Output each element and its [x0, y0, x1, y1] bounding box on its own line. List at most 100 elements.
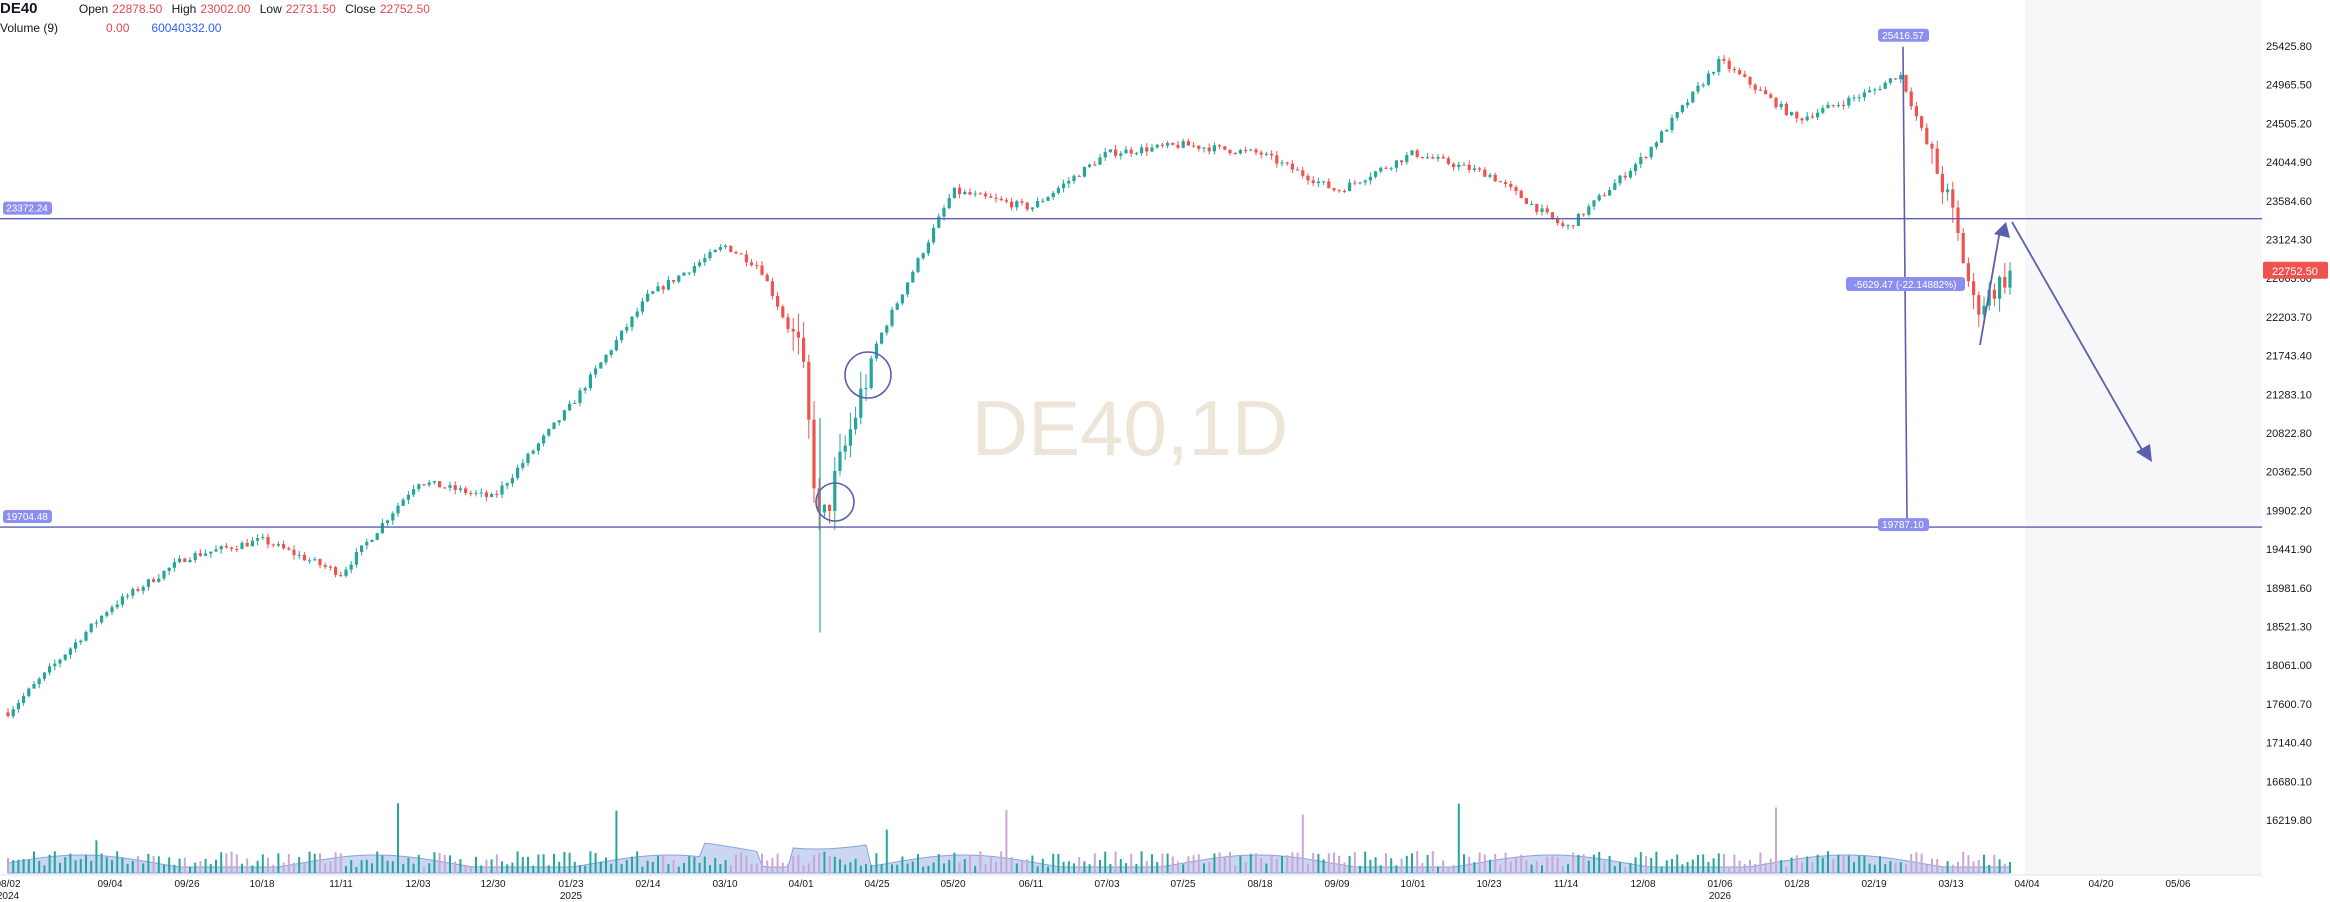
candle-body — [1186, 141, 1190, 146]
candle-body — [594, 368, 598, 375]
price-axis-tick: 23584.60 — [2266, 196, 2312, 208]
candle-body — [1275, 155, 1279, 164]
candle-body — [1472, 168, 1476, 170]
price-range-label: 25416.57 — [1882, 31, 1924, 42]
legend-volume-value: 60040332.00 — [151, 21, 222, 35]
candle-body — [833, 470, 837, 512]
candle-body — [1868, 90, 1872, 93]
volume-bar — [1582, 854, 1585, 873]
volume-bar — [1790, 857, 1793, 873]
candle-body — [1285, 162, 1289, 164]
volume-bar — [1983, 854, 1985, 873]
volume-bar — [1577, 854, 1580, 873]
volume-bar — [1348, 855, 1351, 873]
volume-bar — [1535, 860, 1538, 873]
volume-bar — [1062, 861, 1065, 873]
candle-body — [1774, 97, 1778, 108]
legend-volume-label[interactable]: Volume (9) — [0, 21, 59, 35]
candle-body — [287, 548, 291, 550]
chart-legend: DE40 Open 22878.50 High 23002.00 Low 22731.… — [0, 0, 436, 35]
time-axis-tick: 09/09 — [1324, 879, 1349, 890]
candle-body — [443, 487, 447, 489]
candle-body — [1249, 149, 1253, 151]
candle-body — [1977, 295, 1981, 315]
candle-body — [838, 451, 842, 471]
volume-bar — [1546, 856, 1549, 873]
candle-body — [1332, 188, 1336, 191]
candle-body — [1795, 112, 1799, 119]
volume-bar — [1255, 853, 1257, 873]
candle-body — [1540, 208, 1544, 212]
volume-bar — [1858, 855, 1861, 873]
volume-bar — [948, 859, 951, 873]
candle-body — [474, 492, 478, 494]
volume-bar — [1629, 863, 1632, 873]
volume-bar — [1998, 859, 2001, 873]
volume-bar — [293, 862, 295, 873]
candle-body — [1015, 201, 1019, 208]
time-axis-tick: 01/28 — [1784, 879, 1809, 890]
volume-bar — [272, 864, 275, 873]
volume-bar — [69, 853, 72, 873]
candle-body — [1816, 112, 1820, 118]
volume-bar — [771, 858, 774, 873]
candle-body — [1145, 147, 1149, 152]
candle-body — [1348, 182, 1352, 192]
volume-bar — [1816, 854, 1819, 873]
candle-body — [1337, 190, 1341, 192]
legend-high: 23002.00 — [200, 2, 251, 16]
volume-bar — [1223, 856, 1226, 873]
candle-body — [297, 554, 301, 556]
candle-body — [781, 306, 785, 318]
candle-body — [760, 265, 764, 275]
candle-body — [1010, 201, 1014, 208]
volume-bar — [1478, 852, 1481, 873]
volume-bar — [402, 863, 405, 873]
candle-body — [1488, 174, 1492, 177]
candle-body — [42, 672, 46, 679]
volume-bar — [1509, 861, 1512, 873]
candle-body — [1264, 153, 1268, 155]
volume-bar — [1343, 862, 1346, 873]
candle-body — [1446, 158, 1450, 164]
candle-body — [1171, 142, 1175, 145]
volume-bar — [397, 803, 399, 873]
candle-body — [604, 354, 608, 363]
candle-body — [1067, 181, 1071, 184]
candle-body — [1374, 171, 1378, 177]
volume-bar — [1374, 857, 1377, 873]
volume-bar — [267, 857, 269, 873]
candles — [6, 55, 2012, 719]
volume-bar — [1145, 860, 1148, 873]
candle-body — [2008, 270, 2012, 288]
volume-bar — [1416, 851, 1419, 873]
volume-bar — [1156, 861, 1159, 873]
legend-volume: Volume (9) 0.00 60040332.00 — [0, 19, 221, 37]
volume-bar — [1000, 851, 1003, 873]
volume-bar — [620, 864, 623, 873]
volume-bar — [22, 859, 25, 873]
volume-bar — [1743, 864, 1746, 873]
candle-body — [432, 481, 436, 483]
candle-body — [1108, 149, 1112, 153]
volume-bar — [95, 840, 98, 873]
candle-body — [1166, 142, 1170, 146]
volume-bar — [662, 854, 665, 873]
volume-bar — [1437, 866, 1439, 873]
candle-body — [770, 281, 774, 296]
candle-body — [146, 579, 150, 587]
legend-symbol[interactable]: DE40 — [0, 0, 38, 17]
volume-bar — [376, 851, 379, 873]
volume-bar — [1405, 855, 1408, 873]
volume-bar — [391, 861, 394, 873]
candle-body — [911, 271, 915, 283]
volume-bar — [937, 854, 940, 873]
candle-body — [1951, 189, 1955, 208]
volume-bar — [360, 860, 363, 873]
candle-body — [1322, 181, 1326, 183]
candle-body — [1805, 116, 1809, 121]
volume-bar — [1603, 861, 1606, 873]
candle-body — [510, 477, 514, 484]
candle-body — [1207, 147, 1211, 152]
